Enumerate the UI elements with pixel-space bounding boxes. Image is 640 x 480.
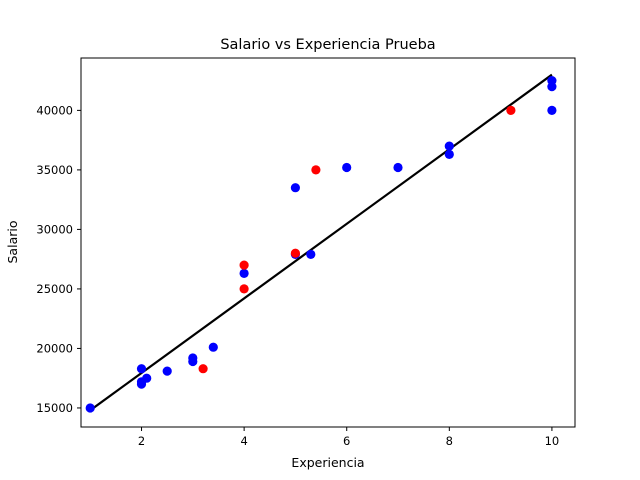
scatter-point	[506, 105, 516, 115]
y-tick-label: 30000	[36, 222, 73, 236]
x-axis-label: Experiencia	[291, 455, 364, 470]
scatter-point	[393, 162, 403, 173]
x-tick-label: 6	[343, 434, 350, 448]
x-tick-label: 2	[138, 434, 145, 448]
scatter-point	[136, 364, 147, 374]
scatter-point	[444, 149, 454, 159]
y-tick-label: 40000	[36, 103, 73, 117]
scatter-point	[85, 403, 95, 413]
scatter-point	[136, 379, 147, 389]
y-axis-ticks: 15000 20000 25000 30000 35000 40000	[36, 103, 81, 415]
scatter-point	[290, 183, 300, 193]
x-tick-label: 8	[446, 434, 453, 448]
y-tick-label: 35000	[36, 163, 73, 177]
scatter-point	[188, 356, 198, 367]
scatter-point	[311, 165, 321, 175]
scatter-point	[142, 373, 152, 383]
scatter-point	[239, 260, 249, 270]
plot-area	[85, 73, 557, 413]
scatter-point	[290, 248, 300, 258]
x-tick-label: 4	[240, 434, 247, 448]
regression-line	[89, 73, 553, 412]
scatter-point	[547, 105, 557, 115]
scatter-point	[547, 82, 557, 92]
y-tick-label: 25000	[36, 282, 73, 296]
scatter-point	[444, 141, 454, 151]
y-tick-label: 20000	[36, 341, 73, 355]
scatter-point	[239, 268, 249, 278]
plot-frame	[80, 57, 576, 428]
scatter-point	[239, 284, 249, 294]
scatter-point	[208, 342, 218, 352]
chart-title: Salario vs Experiencia Prueba	[220, 37, 435, 53]
x-tick-label: 10	[545, 434, 560, 448]
y-tick-label: 15000	[36, 401, 73, 415]
scatter-point	[162, 366, 172, 376]
scatter-point	[306, 249, 316, 259]
x-axis-ticks: 2 4 6 8 10	[138, 427, 559, 448]
scatter-point	[198, 364, 208, 374]
scatter-point	[342, 162, 352, 173]
y-axis-label: Salario	[5, 221, 20, 264]
